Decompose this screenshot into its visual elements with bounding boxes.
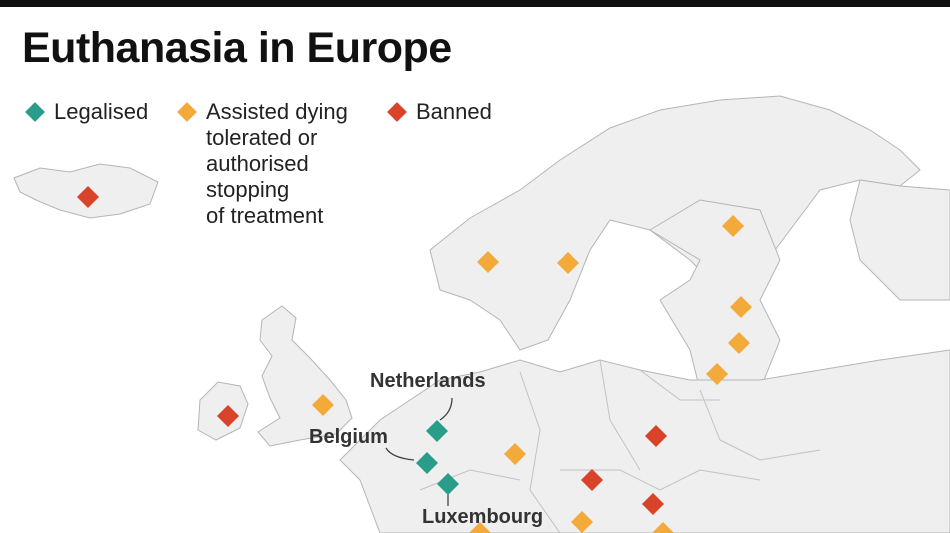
marker-tolerated [504, 443, 526, 465]
marker-tolerated [477, 251, 499, 273]
legend-banned: Banned [386, 99, 492, 125]
label-belgium: Belgium [309, 426, 388, 448]
marker-banned [77, 186, 99, 208]
great-britain [257, 305, 353, 447]
marker-tolerated [706, 363, 728, 385]
marker-tolerated [728, 332, 750, 354]
marker-tolerated [730, 296, 752, 318]
continent [339, 349, 950, 533]
legend-label: Legalised [54, 99, 149, 124]
marker-banned [217, 405, 239, 427]
marker-tolerated [312, 394, 334, 416]
legend-tolerated: Assisted dying tolerated or authorised s… [176, 99, 348, 229]
marker-legalised-belgium [416, 452, 438, 474]
marker-banned [645, 425, 667, 447]
netherlands-leader [439, 397, 453, 421]
marker-tolerated [571, 511, 593, 533]
marker-legalised-luxembourg [437, 473, 459, 495]
top-bar [0, 0, 950, 7]
diamond-icon [25, 102, 45, 122]
marker-tolerated [557, 252, 579, 274]
label-netherlands: Netherlands [370, 370, 486, 392]
legend-legalised: Legalised [24, 99, 148, 125]
north-coast [849, 179, 950, 301]
finland-baltics [649, 199, 781, 391]
marker-tolerated [469, 522, 491, 533]
belgium-leader [385, 447, 415, 461]
marker-tolerated [722, 215, 744, 237]
marker-banned [581, 469, 603, 491]
legend-label: Assisted dying tolerated or authorised s… [206, 99, 348, 228]
diamond-icon [387, 102, 407, 122]
diamond-icon [177, 102, 197, 122]
marker-legalised-netherlands [426, 420, 448, 442]
label-luxembourg: Luxembourg [422, 506, 544, 528]
page-title: Euthanasia in Europe [22, 24, 452, 72]
legend-label: Banned [416, 99, 492, 124]
marker-tolerated [652, 522, 674, 533]
marker-banned [642, 493, 664, 515]
